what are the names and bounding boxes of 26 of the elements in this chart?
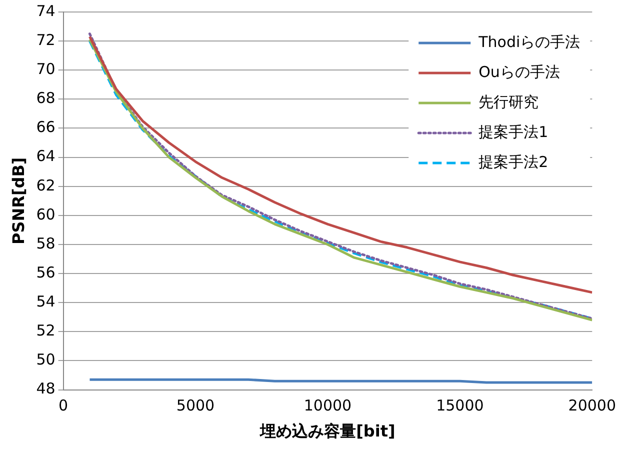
x-tick-label: 15000 xyxy=(436,396,484,415)
x-tick-label: 20000 xyxy=(568,396,616,415)
legend-label: Ouらの手法 xyxy=(478,62,560,81)
y-tick-label: 50 xyxy=(36,350,56,369)
y-tick-label: 72 xyxy=(36,30,56,49)
x-axis-title: 埋め込み容量[bit] xyxy=(259,422,396,441)
y-tick-label: 64 xyxy=(36,147,56,166)
x-tick-label: 5000 xyxy=(176,396,215,415)
x-tick-label: 10000 xyxy=(304,396,352,415)
y-axis-title: PSNR[dB] xyxy=(8,157,28,245)
y-tick-label: 70 xyxy=(36,60,56,78)
y-tick-label: 56 xyxy=(36,263,56,282)
legend-label: 提案手法2 xyxy=(478,152,548,171)
y-tick-label: 58 xyxy=(36,234,56,252)
y-tick-label: 48 xyxy=(36,380,56,398)
y-tick-label: 66 xyxy=(36,118,56,136)
y-tick-label: 68 xyxy=(36,89,56,108)
y-tick-label: 62 xyxy=(36,176,56,194)
y-tick-label: 74 xyxy=(36,2,56,20)
x-tick-label: 0 xyxy=(58,396,68,415)
y-tick-label: 52 xyxy=(36,322,56,340)
y-tick-label: 60 xyxy=(36,205,56,224)
legend-label: 先行研究 xyxy=(478,92,539,111)
legend-label: Thodiらの手法 xyxy=(478,32,580,51)
y-tick-label: 54 xyxy=(36,292,56,311)
legend-label: 提案手法1 xyxy=(478,122,548,141)
